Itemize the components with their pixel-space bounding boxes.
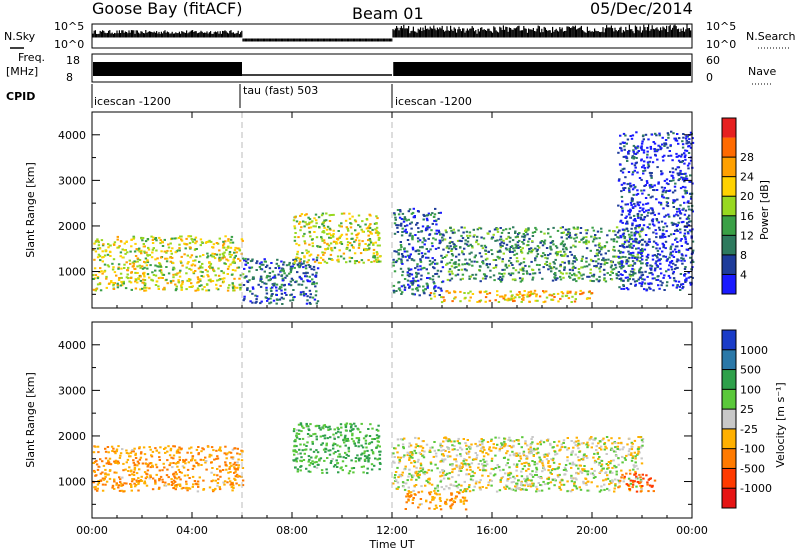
colorbar-swatch	[722, 215, 736, 236]
colorbar-tick-label: 8	[740, 249, 747, 262]
colorbar-tick-label: 4	[740, 268, 747, 281]
echo-region	[392, 436, 645, 493]
y-tick-label: 1000	[58, 476, 86, 489]
freq-left-top: 18	[66, 54, 80, 67]
colorbar-swatch	[722, 349, 736, 370]
freq-right-bottom: 0	[706, 71, 713, 84]
colorbar-swatch	[722, 409, 736, 429]
x-tick-label: 16:00	[476, 524, 508, 537]
colorbar-tick-label: -100	[740, 443, 765, 456]
noise-right-top: 10^5	[706, 20, 736, 33]
echo-region	[292, 422, 382, 475]
y-tick-label: 1000	[58, 266, 86, 279]
colorbar-swatch	[722, 330, 736, 350]
colorbar-tick-label: 16	[740, 210, 754, 223]
y-tick-label: 4000	[58, 129, 86, 142]
colorbar-tick-label: 20	[740, 190, 754, 203]
echo-region	[242, 257, 320, 305]
beam-title: Beam 01	[352, 4, 424, 23]
colorbar-swatch	[722, 118, 736, 138]
velocity-ylabel: Slant Range [km]	[24, 372, 37, 468]
cpid-seg-2: tau (fast) 503	[243, 84, 318, 97]
nsky-label: N.Sky	[4, 30, 36, 43]
echo-region	[392, 207, 445, 297]
echo-region	[404, 491, 468, 511]
colorbar-tick-label: 1000	[740, 344, 768, 357]
freq-panel: Freq. [MHz] 18 8 60 0 Nave	[6, 51, 776, 85]
echo-region	[429, 289, 594, 304]
date-title: 05/Dec/2014	[590, 0, 693, 18]
x-tick-label: 08:00	[276, 524, 308, 537]
nave-label: Nave	[748, 65, 776, 78]
colorbar-swatch	[722, 274, 736, 294]
cpid-row: CPID icescan -1200 tau (fast) 503 icesca…	[6, 84, 472, 108]
power-cbar-label: Power [dB]	[758, 180, 771, 240]
colorbar-tick-label: -25	[740, 423, 758, 436]
freq-left-bottom: 8	[66, 71, 73, 84]
x-tick-label: 00:00	[76, 524, 108, 537]
velocity-cbar-label: Velocity [m s⁻¹]	[774, 382, 787, 467]
colorbar-swatch	[722, 428, 736, 449]
echo-region	[292, 212, 382, 265]
colorbar-tick-label: 12	[740, 229, 754, 242]
y-tick-label: 3000	[58, 174, 86, 187]
colorbar-swatch	[722, 176, 736, 197]
freq-block	[393, 62, 691, 76]
colorbar-swatch	[722, 137, 736, 158]
colorbar-swatch	[722, 254, 736, 275]
colorbar-swatch	[722, 235, 736, 255]
power-panel: 1000 2000 3000 4000 Slant Range [km] 4 8 12 16…	[24, 111, 771, 309]
x-tick-label: 00:00	[676, 524, 708, 537]
colorbar-tick-label: 100	[740, 383, 761, 396]
echo-region	[92, 445, 245, 493]
colorbar-swatch	[722, 448, 736, 469]
station-title: Goose Bay (fitACF)	[92, 0, 242, 18]
colorbar-swatch	[722, 389, 736, 410]
freq-block	[93, 62, 242, 76]
freq-label: Freq.	[18, 51, 45, 64]
colorbar-tick-label: -500	[740, 462, 765, 475]
colorbar-swatch	[722, 196, 736, 216]
colorbar-tick-label: -1000	[740, 482, 772, 495]
noise-right-bottom: 10^0	[706, 38, 736, 51]
colorbar-tick-label: 500	[740, 364, 761, 377]
noise-panel: N.Sky N.Search 10^5 10^0 10^5 10^0	[4, 20, 796, 51]
colorbar-swatch	[722, 369, 736, 390]
cpid-label: CPID	[6, 90, 35, 103]
y-tick-label: 4000	[58, 339, 86, 352]
freq-right-top: 60	[706, 54, 720, 67]
colorbar-swatch	[722, 488, 736, 508]
noise-left-top: 10^5	[54, 20, 84, 33]
y-tick-label: 2000	[58, 430, 86, 443]
colorbar-tick-label: 24	[740, 171, 754, 184]
colorbar-swatch	[722, 468, 736, 489]
cpid-seg-3: icescan -1200	[395, 95, 472, 108]
colorbar-tick-label: 25	[740, 403, 754, 416]
echo-region	[617, 130, 695, 292]
nsearch-label: N.Search	[746, 30, 796, 43]
x-tick-label: 20:00	[576, 524, 608, 537]
freq-unit: [MHz]	[6, 65, 38, 78]
x-axis: 00:00 04:00 08:00 12:00 16:00 20:00 00:00	[76, 112, 708, 537]
x-tick-label: 04:00	[176, 524, 208, 537]
colorbar-swatch	[722, 157, 736, 177]
colorbar-tick-label: 28	[740, 151, 754, 164]
cpid-seg-1: icescan -1200	[94, 95, 171, 108]
x-axis-label: Time UT	[368, 538, 414, 551]
power-ylabel: Slant Range [km]	[24, 162, 37, 258]
x-tick-label: 12:00	[376, 524, 408, 537]
y-tick-label: 2000	[58, 220, 86, 233]
y-tick-label: 3000	[58, 384, 86, 397]
echo-region	[617, 472, 657, 493]
velocity-panel: 1000 2000 3000 4000 Slant Range [km] 1000 50…	[24, 321, 787, 519]
echo-region	[92, 235, 245, 292]
noise-left-bottom: 10^0	[54, 38, 84, 51]
